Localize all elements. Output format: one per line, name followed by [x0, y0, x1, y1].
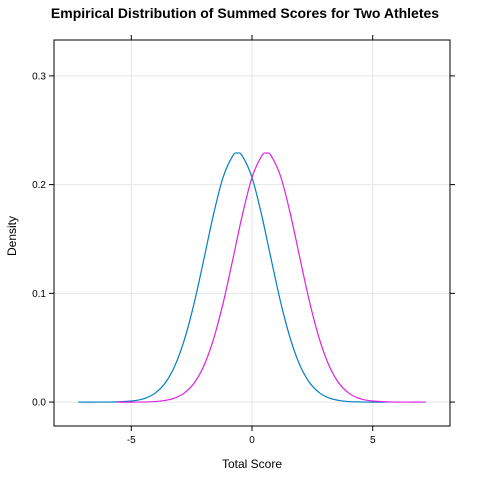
density-line-series-1: [78, 152, 388, 403]
y-tick-label: 0.1: [32, 289, 46, 300]
grid: [54, 40, 450, 426]
x-tick-label: 0: [249, 435, 255, 446]
x-tick-label: -5: [127, 435, 136, 446]
y-tick-label: 0.3: [32, 71, 46, 82]
chart-title: Empirical Distribution of Summed Scores …: [51, 5, 439, 21]
tick-layer: -5 0 5 0.0 0.1 0.2 0.3: [32, 35, 455, 446]
y-axis-label: Density: [5, 216, 19, 256]
y-tick-label: 0.0: [32, 398, 46, 409]
x-tick-label: 5: [370, 435, 376, 446]
density-line-series-2: [116, 152, 426, 403]
x-axis-label: Total Score: [222, 457, 282, 471]
y-tick-label: 0.2: [32, 180, 46, 191]
series-layer: [78, 152, 426, 403]
